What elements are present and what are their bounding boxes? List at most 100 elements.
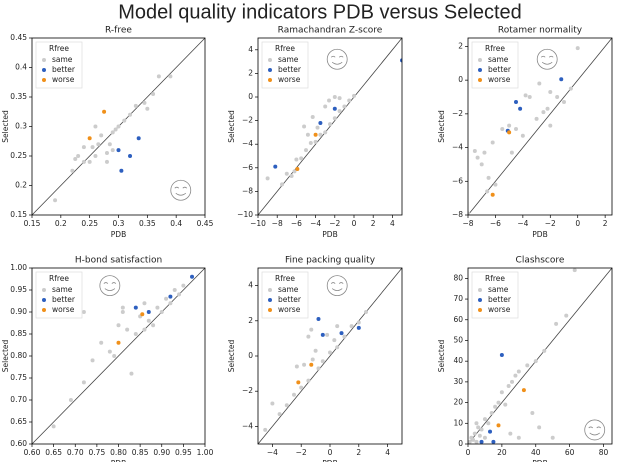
point bbox=[146, 310, 151, 314]
point bbox=[133, 332, 138, 336]
point bbox=[302, 124, 307, 129]
x-tick-label: 0.95 bbox=[175, 448, 192, 457]
point bbox=[68, 398, 73, 402]
legend-marker bbox=[268, 78, 272, 82]
smiley-eyes bbox=[330, 282, 344, 284]
point bbox=[332, 95, 337, 99]
point bbox=[533, 359, 538, 364]
point bbox=[477, 433, 482, 438]
point bbox=[525, 363, 530, 368]
x-tick-label: 0.3 bbox=[113, 219, 125, 228]
point bbox=[337, 109, 342, 114]
smiley-eyes bbox=[540, 55, 554, 58]
point bbox=[310, 357, 315, 362]
y-tick-label: 0.15 bbox=[10, 210, 27, 219]
panel-title: H-bond satisfaction bbox=[75, 256, 162, 266]
legend-title: Rfree bbox=[485, 274, 505, 283]
point bbox=[514, 127, 518, 132]
legend-marker bbox=[478, 58, 482, 62]
x-tick-label: 0.70 bbox=[67, 448, 84, 457]
point bbox=[142, 301, 147, 306]
y-tick-label: 0.4 bbox=[15, 63, 27, 72]
point bbox=[332, 116, 337, 121]
y-tick-label: −2 bbox=[242, 386, 253, 395]
point bbox=[516, 435, 521, 440]
point bbox=[316, 317, 321, 322]
x-tick-label: 4 bbox=[390, 219, 395, 228]
point bbox=[541, 110, 546, 115]
legend-marker bbox=[478, 308, 482, 312]
legend-label: better bbox=[52, 295, 76, 304]
y-axis-label: Selected bbox=[437, 340, 446, 373]
axes-frame bbox=[467, 267, 613, 445]
point bbox=[51, 424, 56, 429]
point bbox=[181, 283, 186, 288]
x-tick-label: 0.60 bbox=[24, 448, 41, 457]
legend-label: worse bbox=[488, 75, 511, 84]
point bbox=[145, 106, 150, 111]
figure-title: Model quality indicators PDB versus Sele… bbox=[118, 1, 522, 23]
point bbox=[93, 154, 98, 158]
point bbox=[90, 358, 95, 363]
y-tick-label: 2 bbox=[458, 41, 463, 50]
x-tick-label: 0.4 bbox=[170, 219, 182, 228]
point bbox=[510, 379, 515, 384]
point bbox=[485, 189, 490, 194]
smiley-face bbox=[170, 179, 192, 201]
smiley-mouth bbox=[104, 288, 116, 291]
y-tick-label: −4 bbox=[242, 421, 253, 430]
point bbox=[128, 154, 133, 158]
smiley-eyes bbox=[174, 186, 188, 189]
point bbox=[190, 274, 195, 279]
y-tick-label: 1.00 bbox=[10, 263, 27, 272]
y-axis-label: Selected bbox=[1, 110, 10, 143]
point bbox=[81, 145, 86, 150]
point bbox=[151, 323, 156, 328]
smiley-eyes bbox=[330, 55, 344, 58]
point bbox=[568, 86, 573, 91]
points bbox=[468, 46, 580, 215]
legend-box bbox=[35, 41, 83, 89]
point bbox=[572, 268, 577, 273]
point bbox=[356, 325, 361, 330]
point bbox=[518, 106, 523, 111]
legend-label: better bbox=[52, 65, 76, 74]
point bbox=[335, 324, 340, 329]
point bbox=[468, 439, 472, 444]
legend-marker bbox=[478, 78, 482, 82]
panel-title: Clashscore bbox=[516, 256, 565, 266]
smiley-icon bbox=[584, 419, 606, 441]
x-tick-label: −4 bbox=[310, 219, 321, 228]
smiley-mouth bbox=[331, 61, 343, 65]
point bbox=[295, 166, 300, 171]
x-axis-label: PDB bbox=[111, 230, 126, 239]
point bbox=[315, 125, 320, 130]
x-axis-label: PDB bbox=[532, 230, 547, 239]
point bbox=[332, 106, 337, 111]
legend-label: same bbox=[52, 55, 73, 64]
point bbox=[76, 154, 81, 158]
point bbox=[120, 305, 125, 310]
point bbox=[400, 58, 402, 63]
legend-marker bbox=[268, 298, 272, 302]
point bbox=[471, 437, 476, 442]
smiley-face bbox=[536, 48, 558, 70]
x-tick-label: 0 bbox=[466, 448, 471, 457]
point bbox=[81, 159, 86, 164]
y-tick-label: 4 bbox=[248, 45, 253, 54]
smiley-face bbox=[326, 48, 348, 70]
point bbox=[507, 130, 512, 135]
point bbox=[110, 130, 115, 135]
point bbox=[309, 327, 314, 332]
point bbox=[142, 100, 147, 105]
point bbox=[284, 403, 289, 408]
x-tick-label: 0.25 bbox=[81, 219, 98, 228]
point bbox=[73, 156, 78, 161]
point bbox=[514, 100, 518, 105]
point bbox=[299, 385, 304, 390]
y-tick-label: 10 bbox=[453, 418, 463, 427]
point bbox=[140, 312, 145, 317]
panel-title: R-free bbox=[105, 26, 132, 36]
point bbox=[318, 132, 323, 137]
point bbox=[537, 81, 542, 86]
